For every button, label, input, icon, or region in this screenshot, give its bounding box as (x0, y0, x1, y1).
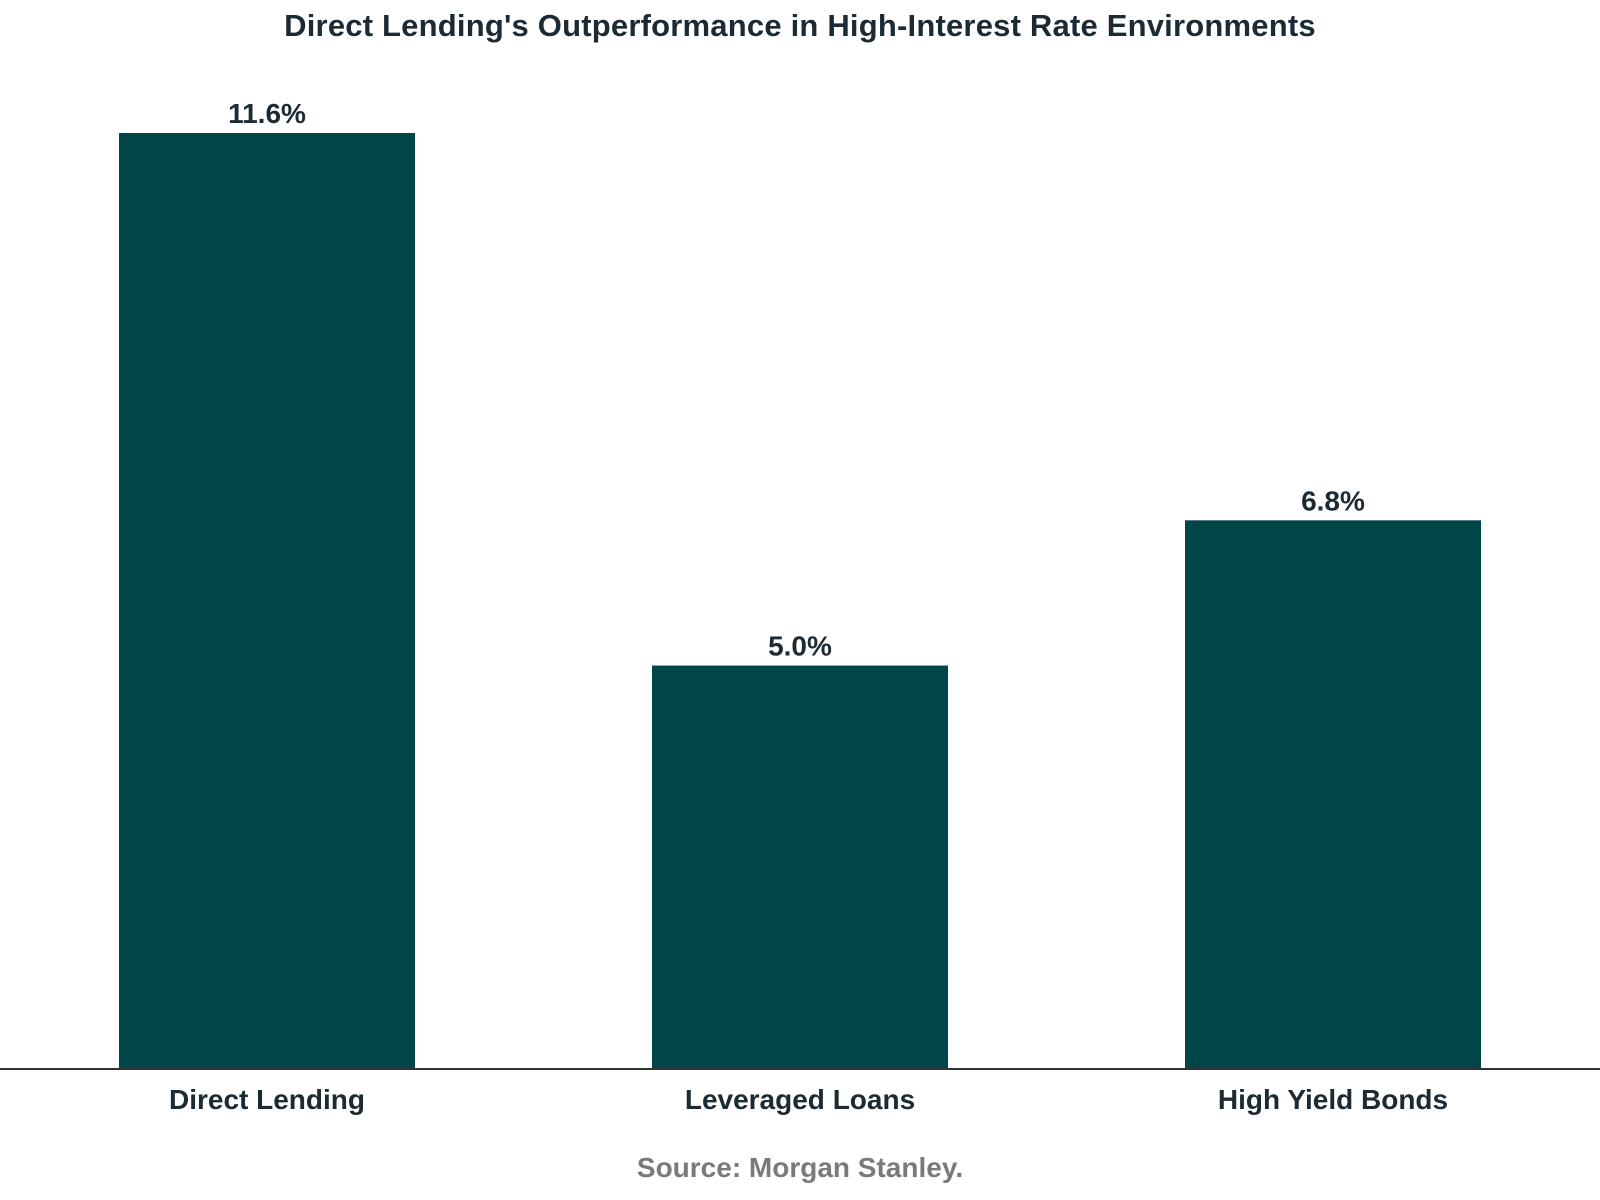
x-tick-label-leveraged-loans: Leveraged Loans (685, 1084, 915, 1115)
x-tick-label-direct-lending: Direct Lending (169, 1084, 365, 1115)
bar-high-yield-bonds (1185, 520, 1481, 1069)
bar-direct-lending (119, 133, 415, 1069)
bar-leveraged-loans (652, 665, 948, 1069)
data-label-leveraged-loans: 5.0% (768, 631, 832, 662)
chart-title: Direct Lending's Outperformance in High-… (284, 8, 1316, 43)
data-label-high-yield-bonds: 6.8% (1301, 485, 1365, 516)
data-labels-layer: 11.6% 5.0% 6.8% (228, 98, 1365, 662)
category-labels-layer: Direct Lending Leveraged Loans High Yield … (169, 1084, 1448, 1115)
bars-layer (119, 133, 1481, 1069)
data-label-direct-lending: 11.6% (228, 98, 306, 129)
source-note: Source: Morgan Stanley. (636, 1152, 964, 1183)
x-tick-label-high-yield-bonds: High Yield Bonds (1218, 1084, 1448, 1115)
